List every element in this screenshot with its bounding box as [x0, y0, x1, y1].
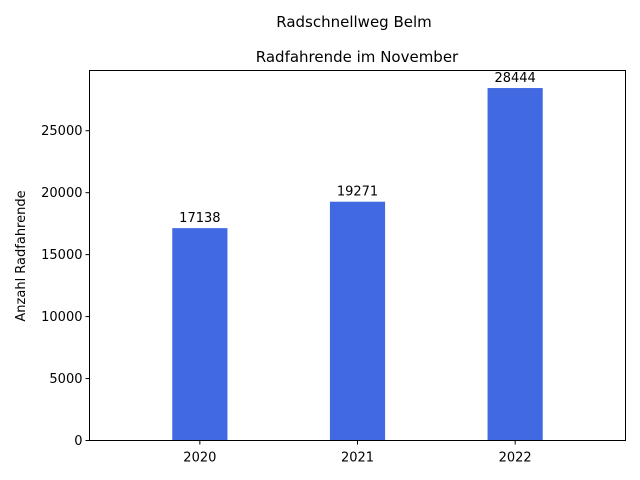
- bar-data-labels: 17138 19271 28444: [179, 71, 536, 226]
- y-tick-label: 20000: [41, 186, 82, 201]
- x-axis-ticks: 2020 2021 2022: [183, 440, 532, 466]
- y-tick-label: 15000: [41, 248, 82, 263]
- x-tick-label: 2022: [499, 451, 532, 466]
- y-axis-ticks: 0 5000 10000 15000 20000 25000: [41, 124, 90, 449]
- bars: [172, 88, 543, 441]
- bar-data-label: 17138: [179, 211, 220, 226]
- bar-data-label: 28444: [494, 71, 535, 86]
- chart-title: Radfahrende im November: [256, 48, 459, 66]
- bar-2022: [487, 88, 543, 441]
- plot-frame: [89, 70, 626, 441]
- y-tick-label: 25000: [41, 124, 82, 139]
- x-tick-label: 2020: [183, 451, 216, 466]
- y-tick-label: 5000: [49, 372, 82, 387]
- bar-2021: [329, 201, 386, 441]
- y-tick-label: 0: [74, 434, 82, 449]
- chart-suptitle: Radschnellweg Belm: [276, 13, 432, 31]
- y-tick-label: 10000: [41, 310, 82, 325]
- bar-data-label: 19271: [337, 185, 378, 200]
- x-tick-label: 2021: [341, 451, 374, 466]
- y-axis-label: Anzahl Radfahrende: [14, 190, 29, 321]
- bar-2020: [172, 228, 228, 441]
